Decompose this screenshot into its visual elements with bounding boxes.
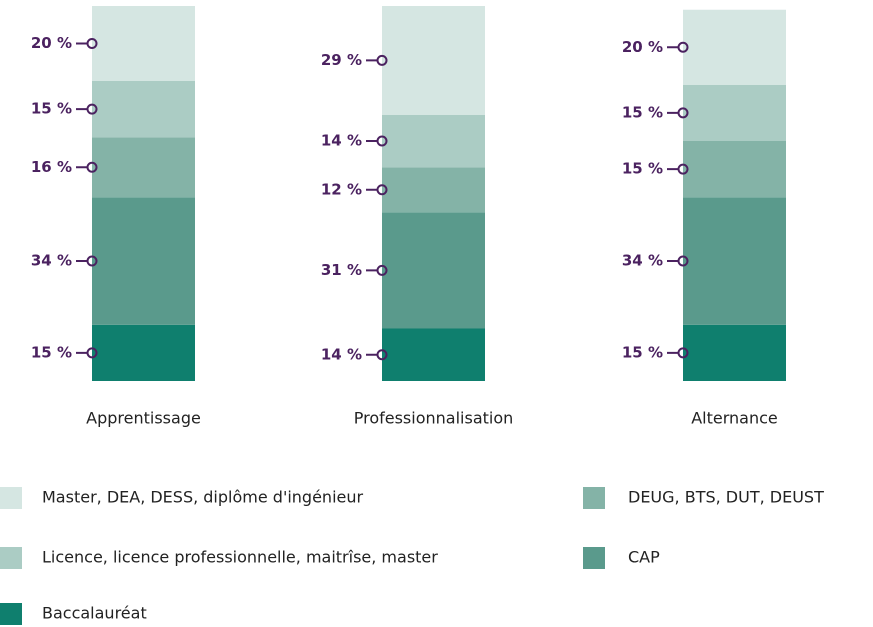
legend-label: Licence, licence professionnelle, maitrî… bbox=[42, 548, 438, 567]
value-label: 15 % bbox=[31, 343, 72, 361]
legend-label: CAP bbox=[628, 548, 660, 567]
label-dot bbox=[376, 184, 388, 196]
label-dot bbox=[376, 135, 388, 147]
label-dot bbox=[86, 347, 98, 359]
label-dot bbox=[677, 163, 689, 175]
value-label: 15 % bbox=[622, 160, 663, 178]
value-label: 20 % bbox=[31, 34, 72, 52]
bar-segment bbox=[92, 6, 195, 81]
legend-label: Master, DEA, DESS, diplôme d'ingénieur bbox=[42, 488, 363, 507]
legend-label: Baccalauréat bbox=[42, 604, 147, 623]
value-label: 16 % bbox=[31, 158, 72, 176]
value-label: 14 % bbox=[321, 345, 362, 363]
legend-swatch bbox=[583, 547, 605, 569]
bar-segment bbox=[382, 212, 485, 329]
category-label: Professionnalisation bbox=[354, 409, 514, 428]
label-dot bbox=[376, 264, 388, 276]
label-dot bbox=[86, 38, 98, 49]
bar-segment bbox=[382, 328, 485, 381]
value-label: 15 % bbox=[31, 100, 72, 118]
label-dot bbox=[86, 103, 98, 115]
value-label: 12 % bbox=[321, 180, 362, 198]
bar-segment bbox=[683, 141, 786, 198]
label-dot bbox=[677, 41, 689, 53]
bar-segment bbox=[683, 9, 786, 85]
bar-segment bbox=[683, 84, 786, 141]
value-label: 34 % bbox=[622, 252, 663, 270]
bar-segment bbox=[92, 197, 195, 325]
bar-segment bbox=[382, 167, 485, 213]
category-label: Apprentissage bbox=[86, 409, 201, 428]
value-label: 15 % bbox=[622, 343, 663, 361]
bar-segment bbox=[92, 137, 195, 198]
value-label: 31 % bbox=[321, 261, 362, 279]
legend-swatch bbox=[0, 487, 22, 509]
label-dot bbox=[376, 54, 388, 66]
label-dot bbox=[677, 347, 689, 359]
value-label: 34 % bbox=[31, 252, 72, 270]
legend-swatch bbox=[0, 547, 22, 569]
value-label: 29 % bbox=[321, 51, 362, 69]
value-label: 20 % bbox=[622, 38, 663, 56]
bar-segment bbox=[683, 197, 786, 325]
bar-segment bbox=[683, 324, 786, 381]
label-dot bbox=[677, 255, 689, 267]
legend-label: DEUG, BTS, DUT, DEUST bbox=[628, 488, 824, 507]
legend-swatch bbox=[0, 603, 22, 625]
category-label: Alternance bbox=[691, 409, 778, 428]
bar-segment bbox=[382, 6, 485, 115]
label-dot bbox=[86, 161, 98, 173]
value-label: 15 % bbox=[622, 103, 663, 121]
label-dot bbox=[677, 107, 689, 119]
bar-segment bbox=[92, 81, 195, 138]
label-dot bbox=[376, 349, 388, 361]
label-dot bbox=[86, 255, 98, 267]
legend-swatch bbox=[583, 487, 605, 509]
bar-segment bbox=[92, 324, 195, 381]
bar-segment bbox=[382, 114, 485, 168]
value-label: 14 % bbox=[321, 132, 362, 150]
